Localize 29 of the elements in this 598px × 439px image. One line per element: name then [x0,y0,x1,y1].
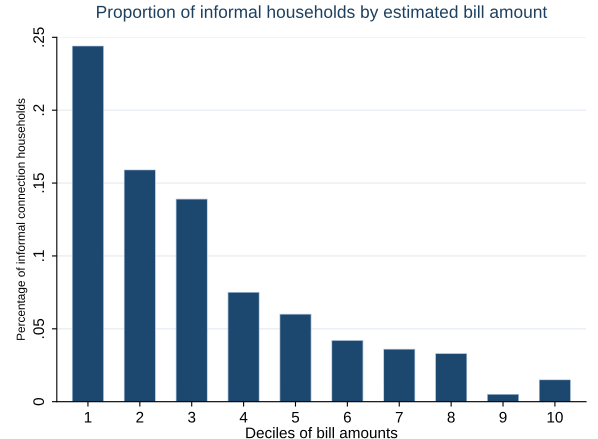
bar [383,348,416,402]
x-tick-label: 2 [136,412,144,422]
x-tick-label: 9 [499,412,507,423]
bar [538,379,571,402]
y-tick-label: .25 [33,27,44,47]
x-tick-label: 5 [292,412,300,423]
bar [487,394,519,402]
y-tick-label: .1 [33,250,44,261]
y-axis-title: Percentage of informal connection households [16,98,28,340]
x-tick-label: 8 [448,412,455,423]
bar [331,340,364,402]
y-tick-label: .05 [33,318,44,338]
x-tick-label: 3 [188,412,196,423]
x-tick-label: 6 [344,412,351,423]
bar [72,46,104,402]
x-tick-label: 4 [240,412,248,422]
bar [124,170,156,402]
y-tick-label: 0 [33,398,44,406]
x-axis-title: Deciles of bill amounts [246,427,398,438]
x-tick-label: 10 [548,412,563,423]
y-tick-label: .15 [33,173,44,192]
y-tick-label: .2 [33,104,44,116]
chart-title: Proportion of informal households by estimated bill amount [97,5,548,22]
x-tick-label: 1 [84,412,92,422]
x-tick-label: 7 [396,412,403,422]
bar [435,353,468,402]
bar [176,198,208,402]
bar [228,292,260,402]
bar [280,314,312,402]
